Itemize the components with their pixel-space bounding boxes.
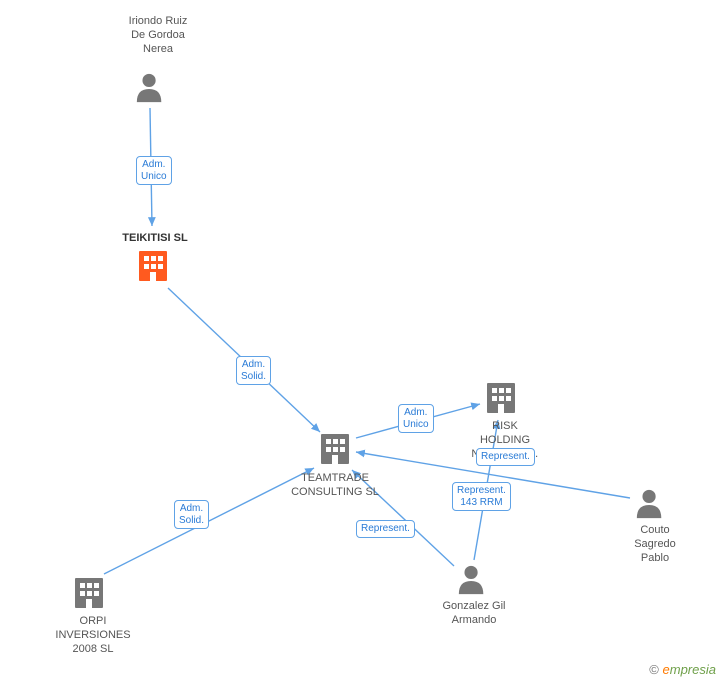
edge-label-gonzalez-to-teamtrade: Represent. [356, 520, 415, 538]
edge-label-gonzalez-to-risk: Represent. 143 RRM [452, 482, 511, 511]
node-label-iriondo[interactable]: Iriondo Ruiz De Gordoa Nerea [118, 15, 198, 56]
person-icon-couto[interactable] [634, 488, 666, 520]
node-label-teamtrade[interactable]: TEAMTRADE CONSULTING SL [270, 472, 400, 500]
person-icon-gonzalez[interactable] [456, 564, 488, 596]
building-icon-orpi[interactable] [72, 576, 106, 610]
copyright-symbol: © [649, 662, 659, 677]
building-icon-teikitisi[interactable] [136, 249, 170, 283]
node-label-teikitisi[interactable]: TEIKITISI SL [110, 232, 200, 246]
building-icon-risk[interactable] [484, 381, 518, 415]
brand-rest: mpresia [670, 662, 716, 677]
edge-label-orpi-to-teamtrade: Adm. Solid. [174, 500, 209, 529]
node-label-couto[interactable]: Couto Sagredo Pablo [620, 524, 690, 565]
brand-first-letter: e [663, 662, 670, 677]
edge-label-couto-to-teamtrade: Represent. [476, 448, 535, 466]
node-label-orpi[interactable]: ORPI INVERSIONES 2008 SL [48, 615, 138, 656]
edge-label-teikitisi-to-teamtrade: Adm. Solid. [236, 356, 271, 385]
person-icon-iriondo[interactable] [134, 72, 166, 104]
edge-label-iriondo-to-teikitisi: Adm. Unico [136, 156, 172, 185]
node-label-gonzalez[interactable]: Gonzalez Gil Armando [424, 600, 524, 628]
edge-label-teamtrade-to-risk: Adm. Unico [398, 404, 434, 433]
building-icon-teamtrade[interactable] [318, 432, 352, 466]
footer-credit: © empresia [649, 662, 716, 677]
diagram-canvas [0, 0, 728, 685]
